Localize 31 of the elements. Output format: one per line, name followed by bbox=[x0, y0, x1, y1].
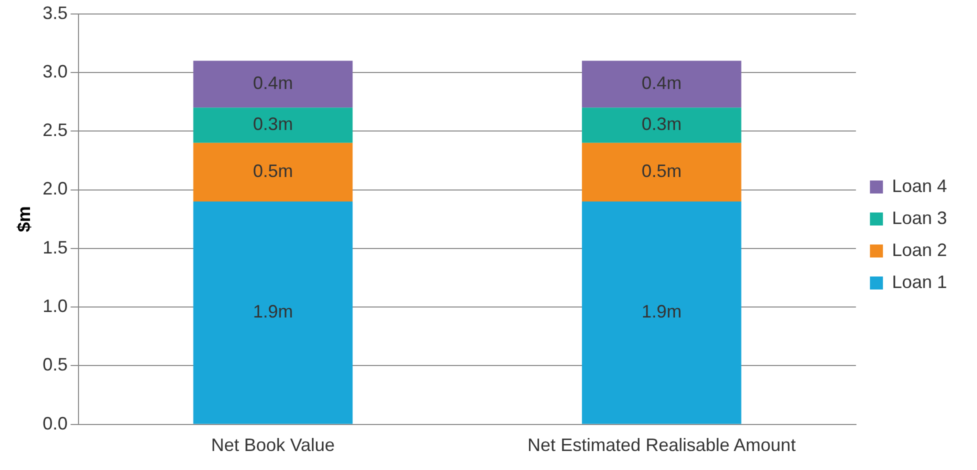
bar bbox=[582, 60, 742, 108]
data-label: 1.9m bbox=[642, 302, 682, 322]
bar bbox=[193, 142, 353, 202]
data-label: 1.9m bbox=[252, 302, 293, 322]
y-tick-label: 1.0 bbox=[42, 296, 68, 316]
y-tick-label: 3.5 bbox=[42, 2, 68, 23]
legend-label: Loan 3 bbox=[892, 208, 948, 228]
legend-label: Loan 2 bbox=[892, 240, 948, 260]
data-label: 0.5m bbox=[252, 161, 293, 182]
y-tick-label: 1.5 bbox=[42, 237, 68, 258]
data-label: 0.3m bbox=[252, 114, 293, 134]
data-label: 0.3m bbox=[642, 114, 682, 134]
legend-label: Loan 4 bbox=[892, 176, 948, 196]
bar bbox=[582, 202, 742, 424]
y-tick-label: 0.0 bbox=[42, 413, 68, 434]
y-tick-label: 2.5 bbox=[42, 120, 68, 140]
data-label: 0.5m bbox=[642, 161, 682, 182]
y-axis-title: $m bbox=[14, 206, 34, 232]
bar bbox=[193, 108, 353, 143]
bar bbox=[193, 202, 353, 424]
data-label: 0.4m bbox=[252, 73, 293, 94]
x-tick-label: Net Book Value bbox=[211, 435, 335, 456]
x-tick-label: Net Estimated Realisable Amount bbox=[528, 435, 796, 456]
bar bbox=[193, 60, 353, 108]
y-tick-label: 0.5 bbox=[42, 354, 68, 375]
y-tick-label: 2.0 bbox=[42, 178, 68, 199]
data-label: 0.4m bbox=[642, 73, 682, 94]
legend-label: Loan 1 bbox=[892, 272, 948, 292]
bar bbox=[582, 142, 742, 202]
y-tick-label: 3.0 bbox=[42, 61, 68, 82]
bar bbox=[582, 108, 742, 143]
